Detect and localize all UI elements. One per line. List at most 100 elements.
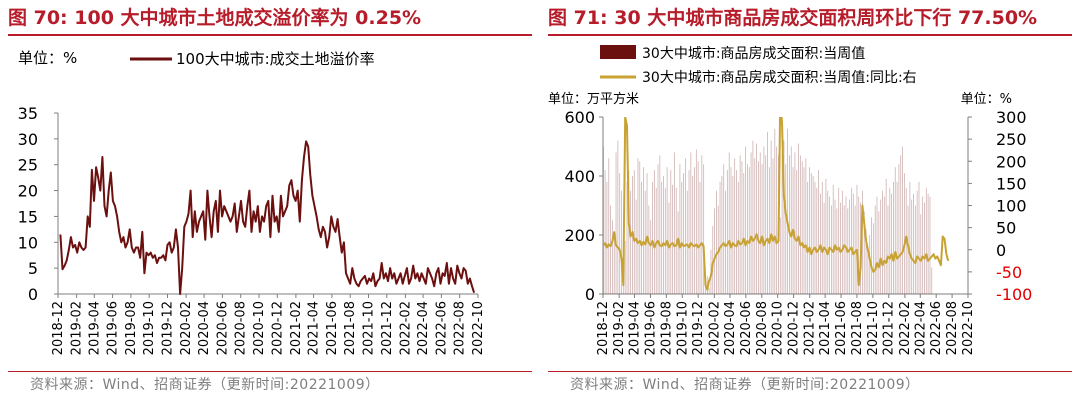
bar-weekly-area <box>695 149 697 294</box>
bar-weekly-area <box>712 226 714 294</box>
x-tick-label: 2020-10 <box>252 301 267 355</box>
right-y-tick-label: 0 <box>996 241 1006 260</box>
bar-weekly-area <box>757 161 759 294</box>
bar-weekly-area <box>862 190 863 294</box>
bar-weekly-area <box>898 164 900 294</box>
x-tick-label: 2022-02 <box>898 301 913 355</box>
bar-weekly-area <box>633 170 635 294</box>
x-tick-label: 2020-10 <box>771 301 786 355</box>
y-tick-label: 35 <box>18 104 38 123</box>
x-tick-label: 2022-04 <box>913 301 928 355</box>
bar-weekly-area <box>911 199 913 294</box>
bar-weekly-area <box>721 176 723 294</box>
chart-title: 图 70: 100 大中城市土地成交溢价率为 0.25% <box>8 7 422 29</box>
x-tick-label: 2020-06 <box>739 301 754 355</box>
bar-weekly-area <box>692 176 694 294</box>
bar-weekly-area <box>699 181 701 294</box>
bar-weekly-area <box>851 187 852 294</box>
bar-weekly-area <box>701 155 703 294</box>
bar-series-weekly-area <box>603 128 933 294</box>
bar-weekly-area <box>796 170 798 294</box>
bar-weekly-area <box>750 152 752 294</box>
bar-weekly-area <box>626 181 628 294</box>
title-divider <box>548 34 1072 36</box>
y-tick-label: 15 <box>18 207 38 226</box>
bar-weekly-area <box>714 208 715 294</box>
bar-weekly-area <box>617 140 619 294</box>
bar-weekly-area <box>885 178 887 294</box>
right-y-tick-label: 150 <box>996 174 1027 193</box>
x-tick-label: 2022-08 <box>945 301 960 355</box>
bar-weekly-area <box>818 170 820 294</box>
x-tick-label: 2018-12 <box>596 301 611 355</box>
bar-weekly-area <box>929 196 931 294</box>
bar-weekly-area <box>639 161 641 294</box>
bar-weekly-area <box>914 205 916 294</box>
bar-weekly-area <box>790 146 792 294</box>
source-divider <box>548 371 1072 372</box>
x-tick-label: 2021-10 <box>866 301 881 355</box>
bar-weekly-area <box>723 164 725 294</box>
bar-weekly-area <box>611 220 613 294</box>
bar-weekly-area <box>657 164 659 294</box>
right-axis-unit: 单位：% <box>961 92 1012 107</box>
right-y-tick-label: -50 <box>996 263 1022 282</box>
bar-weekly-area <box>603 146 604 294</box>
bar-weekly-area <box>810 173 812 294</box>
bar-weekly-area <box>794 152 796 294</box>
bar-weekly-area <box>732 176 734 294</box>
bar-weekly-area <box>916 190 918 294</box>
source-divider <box>8 371 532 372</box>
bar-weekly-area <box>789 155 790 294</box>
bar-weekly-area <box>867 246 869 294</box>
bar-weekly-area <box>903 173 905 294</box>
bar-weekly-area <box>748 167 750 294</box>
x-tick-label: 2022-10 <box>961 301 976 355</box>
bar-weekly-area <box>863 211 865 294</box>
right-y-tick-label: 100 <box>996 197 1027 216</box>
x-tick-label: 2021-06 <box>325 301 340 355</box>
bar-weekly-area <box>619 173 621 294</box>
right-y-tick-label: 200 <box>996 152 1027 171</box>
bar-weekly-area <box>779 217 781 294</box>
bar-weekly-area <box>878 211 880 294</box>
bar-weekly-area <box>768 167 770 294</box>
x-tick-label: 2019-06 <box>643 301 658 355</box>
bar-weekly-area <box>816 187 818 294</box>
bar-weekly-area <box>630 190 632 294</box>
bar-weekly-area <box>803 167 805 294</box>
bar-weekly-area <box>902 146 903 294</box>
bar-weekly-area <box>745 146 747 294</box>
x-tick-label: 2019-08 <box>659 301 674 355</box>
bar-weekly-area <box>913 193 914 294</box>
bar-weekly-area <box>730 167 732 294</box>
chart-title: 图 71: 30 大中城市商品房成交面积周环比下行 77.50% <box>548 7 1038 29</box>
bar-weekly-area <box>608 158 610 294</box>
chart-panel-right: 图 71: 30 大中城市商品房成交面积周环比下行 77.50% 30大中城市:… <box>540 0 1080 406</box>
bar-weekly-area <box>927 193 929 294</box>
bar-weekly-area <box>887 205 889 294</box>
bar-weekly-area <box>918 181 920 294</box>
bar-weekly-area <box>761 164 763 294</box>
y-tick-label: 20 <box>18 182 38 201</box>
bar-weekly-area <box>655 187 657 294</box>
bar-weekly-area <box>628 170 630 294</box>
bar-weekly-area <box>613 235 615 294</box>
bar-weekly-area <box>674 152 675 294</box>
bar-weekly-area <box>849 199 851 294</box>
y-tick-label: 10 <box>18 233 38 252</box>
bar-weekly-area <box>858 196 860 294</box>
bar-weekly-area <box>741 161 743 294</box>
bar-weekly-area <box>661 181 663 294</box>
x-tick-label: 2020-12 <box>270 301 285 355</box>
bar-weekly-area <box>809 167 810 294</box>
bar-weekly-area <box>737 181 739 294</box>
bar-weekly-area <box>728 152 730 294</box>
y-tick-label: 30 <box>18 130 38 149</box>
x-tick-label: 2020-08 <box>755 301 770 355</box>
left-y-tick-label: 0 <box>585 285 595 304</box>
bar-weekly-area <box>909 181 911 294</box>
x-tick-label: 2021-02 <box>289 301 304 355</box>
bar-weekly-area <box>736 170 737 294</box>
bar-weekly-area <box>716 190 717 294</box>
